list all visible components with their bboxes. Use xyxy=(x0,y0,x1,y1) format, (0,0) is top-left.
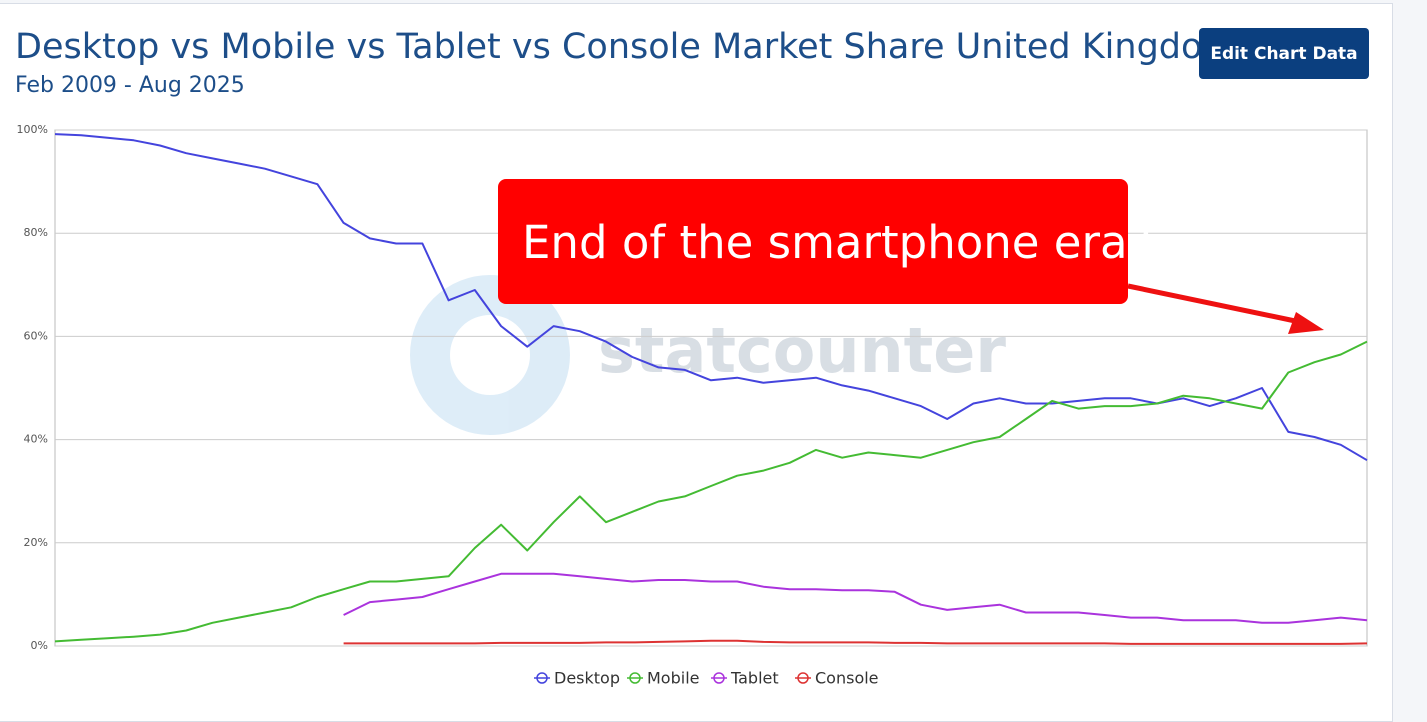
watermark-text: statcounter xyxy=(598,314,1006,387)
y-tick-label: 20% xyxy=(24,536,48,549)
series-line xyxy=(343,639,1368,645)
y-tick-label: 40% xyxy=(24,433,48,446)
annotation-arrow xyxy=(1127,283,1301,325)
series-line xyxy=(343,572,1368,624)
series-line xyxy=(54,133,1368,462)
annotation-text: End of the smartphone era? xyxy=(522,216,1151,269)
legend-label: Console xyxy=(815,669,879,688)
y-tick-label: 60% xyxy=(24,329,48,342)
series-line xyxy=(54,340,1368,643)
legend-label: Tablet xyxy=(730,669,779,688)
y-tick-label: 80% xyxy=(24,226,48,239)
y-tick-label: 0% xyxy=(31,639,48,652)
annotation-box xyxy=(498,179,1128,304)
legend-label: Desktop xyxy=(554,669,620,688)
edit-button-label[interactable]: Edit Chart Data xyxy=(1210,44,1357,64)
chart-title: Desktop vs Mobile vs Tablet vs Console M… xyxy=(15,27,1237,67)
watermark: statcounter xyxy=(410,275,1006,435)
annotation-arrowhead xyxy=(1288,312,1324,334)
y-tick-label: 100% xyxy=(17,123,48,136)
edit-button[interactable] xyxy=(1199,28,1369,79)
chart-subtitle: Feb 2009 - Aug 2025 xyxy=(15,73,245,98)
legend-label: Mobile xyxy=(647,669,699,688)
watermark-logo xyxy=(410,275,570,435)
card xyxy=(0,3,1393,722)
